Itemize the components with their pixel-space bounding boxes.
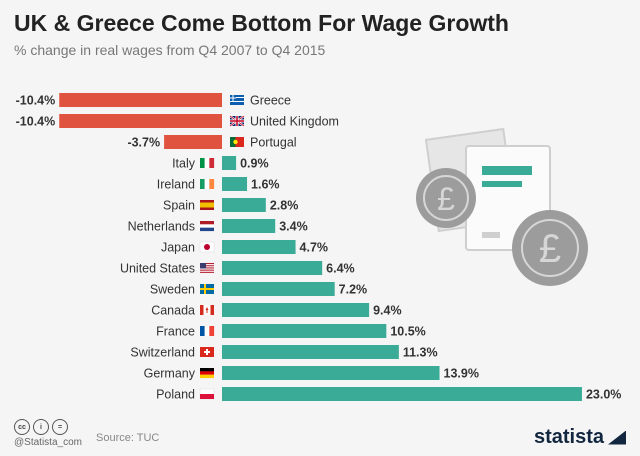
- value-label: -10.4%: [16, 94, 56, 108]
- value-label: 4.7%: [300, 241, 329, 255]
- bar: [164, 135, 222, 149]
- bar: [222, 240, 296, 254]
- brand-name: statista: [533, 426, 604, 448]
- japan-flag-icon: [199, 241, 215, 253]
- value-label: 2.8%: [270, 199, 299, 213]
- bar: [222, 156, 237, 170]
- value-label: 1.6%: [251, 178, 279, 192]
- category-label: Switzerland: [130, 346, 195, 360]
- value-label: 3.4%: [279, 220, 308, 234]
- creative-commons-icon: cc: [14, 419, 30, 435]
- canada-flag-icon: [200, 305, 214, 315]
- germany-flag-icon: [200, 368, 214, 379]
- italy-flag-icon: [200, 158, 215, 168]
- chart-title: UK & Greece Come Bottom For Wage Growth: [14, 10, 509, 36]
- category-label: Ireland: [157, 178, 195, 192]
- pound-coin-icon: £ £: [416, 127, 588, 286]
- bar: [59, 114, 222, 128]
- bar: [222, 345, 399, 359]
- svg-text:£: £: [539, 227, 561, 271]
- category-label: Greece: [250, 94, 291, 108]
- category-label: Poland: [156, 388, 195, 402]
- netherlands-flag-icon: [200, 221, 214, 232]
- bar: [222, 219, 276, 233]
- spain-flag-icon: [200, 200, 214, 210]
- svg-text:£: £: [437, 181, 455, 217]
- value-label: 9.4%: [373, 304, 402, 318]
- source-note: Source: TUC: [96, 432, 160, 444]
- value-label: 10.5%: [390, 325, 425, 339]
- statista-handle: @Statista_com: [14, 437, 82, 448]
- category-label: United Kingdom: [250, 115, 339, 129]
- bar: [222, 324, 387, 338]
- category-label: Sweden: [150, 283, 195, 297]
- ireland-flag-icon: [200, 179, 215, 189]
- united-states-flag-icon: [200, 263, 214, 273]
- category-label: Japan: [161, 241, 195, 255]
- statista-mark-icon: [608, 430, 626, 445]
- greece-flag-icon: [230, 95, 244, 105]
- statista-logo[interactable]: statista: [534, 426, 626, 449]
- value-label: 7.2%: [339, 283, 368, 297]
- value-label: 6.4%: [326, 262, 355, 276]
- bar: [222, 366, 440, 380]
- bar: [222, 387, 582, 401]
- value-label: 0.9%: [240, 157, 269, 171]
- category-label: Germany: [144, 367, 196, 381]
- bar: [222, 282, 335, 296]
- bar: [59, 93, 222, 107]
- category-label: France: [156, 325, 195, 339]
- category-label: United States: [120, 262, 195, 276]
- category-label: Italy: [172, 157, 196, 171]
- bar: [222, 261, 323, 275]
- value-label: -10.4%: [16, 115, 56, 129]
- united-kingdom-flag-icon: [229, 115, 245, 127]
- poland-flag-icon: [199, 388, 215, 400]
- category-label: Netherlands: [128, 220, 195, 234]
- value-label: 11.3%: [403, 346, 438, 360]
- chart-subtitle: % change in real wages from Q4 2007 to Q…: [14, 42, 326, 58]
- france-flag-icon: [200, 326, 215, 336]
- bar: [222, 303, 370, 317]
- attribution-icon: i: [33, 419, 49, 435]
- no-derivatives-icon: =: [52, 419, 68, 435]
- sweden-flag-icon: [200, 284, 214, 294]
- switzerland-flag-icon: [200, 347, 214, 357]
- value-label: 23.0%: [586, 388, 621, 402]
- category-label: Canada: [151, 304, 195, 318]
- value-label: 13.9%: [444, 367, 479, 381]
- category-label: Spain: [163, 199, 195, 213]
- bar: [222, 198, 266, 212]
- bar: [222, 177, 248, 191]
- footer-license: cc i = @Statista_com: [14, 419, 82, 448]
- portugal-flag-icon: [230, 137, 244, 147]
- category-label: Portugal: [250, 136, 297, 150]
- value-label: -3.7%: [127, 136, 160, 150]
